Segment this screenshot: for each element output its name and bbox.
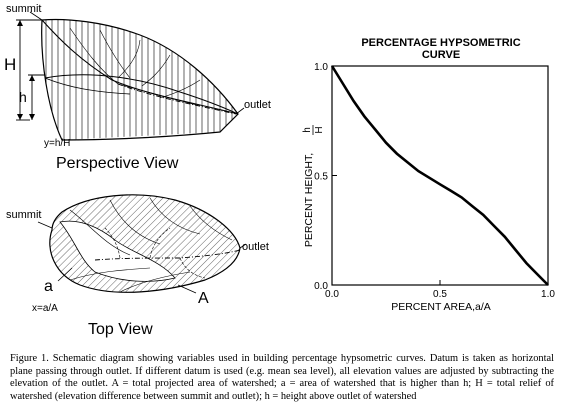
chart-y-axis-label: PERCENT HEIGHT, xyxy=(303,153,315,247)
a-leader xyxy=(57,267,73,282)
y-tick-label: 1.0 xyxy=(314,62,328,73)
perspective-view-title: Perspective View xyxy=(56,155,179,172)
perspective-summit-label: summit xyxy=(6,3,41,15)
A-label: A xyxy=(198,290,209,307)
H-label: H xyxy=(4,55,16,74)
top-view-title: Top View xyxy=(88,321,153,338)
y-fraction-denominator: H xyxy=(314,126,325,133)
perspective-ratio-label: y=h/H xyxy=(44,138,70,149)
y-tick-label: 0.5 xyxy=(314,172,328,183)
perspective-side-hatching xyxy=(45,20,233,141)
top-view-contour-h xyxy=(59,220,176,282)
figure-caption: Figure 1. Schematic diagram showing vari… xyxy=(10,353,554,402)
x-tick-label: 0.0 xyxy=(325,289,339,300)
perspective-main-channel xyxy=(117,83,237,115)
perspective-h-plane xyxy=(44,74,239,115)
chart-plot-frame xyxy=(331,65,549,286)
chart-title-line-2: CURVE xyxy=(422,49,460,61)
perspective-outlet-leader xyxy=(235,107,245,115)
top-ratio-label: x=a/A xyxy=(32,303,58,314)
x-tick-label: 0.5 xyxy=(433,289,447,300)
perspective-outlet-label: outlet xyxy=(244,99,271,111)
chart-title-line-1: PERCENTAGE HYPSOMETRIC xyxy=(361,37,520,49)
top-view-main-channel xyxy=(94,249,241,261)
perspective-view: summit outlet H h y=h/H Perspective View xyxy=(4,3,271,172)
perspective-h-plane-back xyxy=(44,77,131,95)
y-fraction-numerator: h xyxy=(302,127,313,133)
A-leader xyxy=(177,284,197,294)
perspective-top-surface-edge xyxy=(41,19,239,115)
perspective-drainage-lines xyxy=(69,27,201,107)
top-summit-leader xyxy=(37,221,53,229)
chart-y-axis-fraction: h H xyxy=(302,125,325,135)
top-outlet-label: outlet xyxy=(242,241,269,253)
top-outlet-leader xyxy=(239,243,247,249)
h-label: h xyxy=(19,89,27,105)
perspective-summit-leader xyxy=(29,11,43,21)
a-label: a xyxy=(44,278,53,295)
hypsometric-chart: PERCENTAGE HYPSOMETRIC CURVE 0.0 0.5 1.00.… xyxy=(302,37,555,313)
x-tick-label: 1.0 xyxy=(541,289,555,300)
chart-ticks: 0.0 0.5 1.0 0.0 0.5 1.0 xyxy=(314,62,555,300)
hypsometric-curve xyxy=(330,65,549,286)
top-view-contours xyxy=(69,197,233,293)
perspective-outline xyxy=(41,18,239,141)
top-summit-label: summit xyxy=(6,209,41,221)
chart-x-axis-label: PERCENT AREA,a/A xyxy=(391,301,491,313)
top-view: summit outlet a A x=a/A Top View xyxy=(6,194,269,338)
y-tick-label: 0.0 xyxy=(314,281,328,292)
top-view-tributaries xyxy=(104,227,206,279)
